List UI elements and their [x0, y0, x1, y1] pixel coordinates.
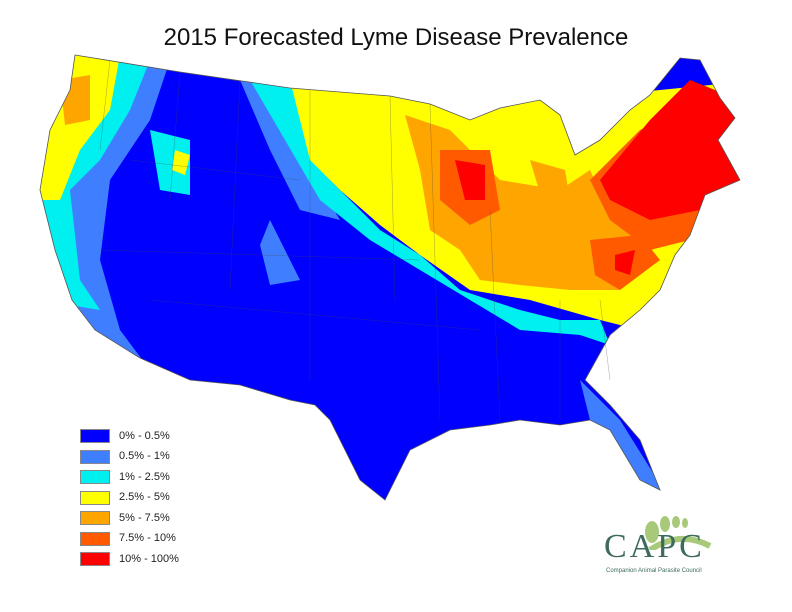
legend-swatch — [80, 449, 110, 464]
legend-item: 2.5% - 5% — [80, 488, 179, 509]
legend-swatch — [80, 531, 110, 546]
zone-2.5-5-idaho — [172, 150, 190, 175]
legend-swatch — [80, 511, 110, 526]
legend-label: 5% - 7.5% — [119, 511, 170, 524]
legend-item: 0% - 0.5% — [80, 426, 179, 447]
legend-label: 0.5% - 1% — [119, 450, 170, 463]
zone-10-100-northeast — [600, 80, 740, 220]
legend-swatch — [80, 470, 110, 485]
legend-item: 10% - 100% — [80, 549, 179, 570]
legend-label: 1% - 2.5% — [119, 470, 170, 483]
logo-subtitle: Companion Animal Parasite Council — [606, 568, 702, 574]
zone-0.5-1-florida — [580, 380, 670, 500]
zone-5-7.5-oregon — [60, 75, 90, 125]
legend-swatch — [80, 429, 110, 444]
zone-10-100-wisconsin — [455, 160, 485, 200]
zone-1-2.5-belt — [250, 80, 610, 345]
legend-swatch — [80, 552, 110, 567]
legend-item: 0.5% - 1% — [80, 447, 179, 468]
legend: 0% - 0.5% 0.5% - 1% 1% - 2.5% 2.5% - 5% 5% -… — [80, 426, 179, 570]
legend-item: 1% - 2.5% — [80, 467, 179, 488]
legend-item: 5% - 7.5% — [80, 508, 179, 529]
legend-label: 2.5% - 5% — [119, 491, 170, 504]
logo-name: CAPC — [604, 528, 705, 565]
zone-5-7.5-michigan — [530, 160, 570, 210]
zone-10-100-virginia — [615, 250, 635, 275]
zone-1-2.5-idaho — [150, 130, 190, 195]
legend-item: 7.5% - 10% — [80, 529, 179, 550]
zone-0.5-1-colorado — [260, 220, 300, 285]
state-borders — [99, 59, 611, 421]
legend-swatch — [80, 490, 110, 505]
paw-print-icon — [645, 516, 712, 550]
legend-label: 7.5% - 10% — [119, 532, 176, 545]
legend-label: 10% - 100% — [119, 552, 179, 565]
legend-label: 0% - 0.5% — [119, 429, 170, 442]
capc-logo: CAPC Companion Animal Parasite Council — [600, 510, 740, 580]
map-title: 2015 Forecasted Lyme Disease Prevalence — [163, 24, 629, 51]
